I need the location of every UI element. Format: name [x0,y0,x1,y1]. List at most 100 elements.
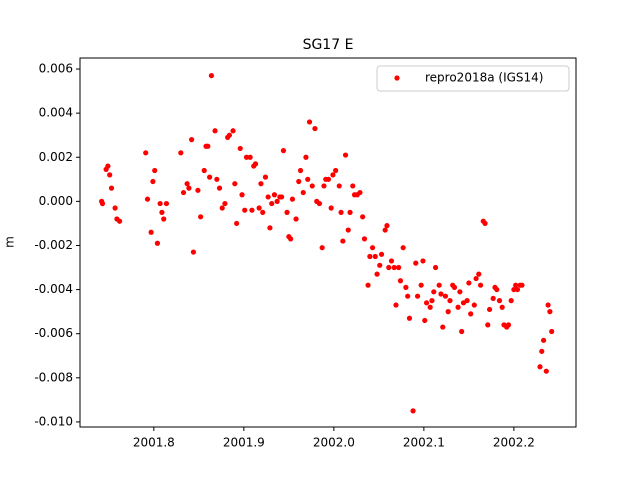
point [360,214,366,220]
point [190,249,197,255]
point [198,214,204,220]
point [338,209,344,215]
point [249,207,255,213]
point [357,189,363,196]
point [205,143,211,149]
point [350,183,356,189]
point [547,309,553,315]
point [201,167,207,174]
point [150,178,156,185]
point [288,236,294,242]
point [505,322,512,328]
point [219,205,225,211]
point [432,264,439,271]
point [293,216,299,222]
point [230,128,236,134]
point [508,298,514,304]
point [328,205,334,211]
point [378,251,385,257]
point [413,260,419,266]
point [161,216,167,222]
point [473,275,479,282]
point [319,245,325,251]
point [242,207,248,213]
point [549,328,555,335]
y-tick-label: -0.008 [34,370,73,384]
point [309,183,315,189]
point [99,200,106,207]
y-axis-label: m [3,236,17,248]
point [107,172,113,178]
point [262,174,269,180]
point [333,167,339,174]
point [438,291,444,297]
point [382,227,388,233]
point [186,185,192,191]
legend-box [376,65,570,92]
point [490,295,496,302]
point [405,293,411,299]
point [274,198,280,204]
point [105,163,111,169]
point [482,220,488,227]
point [367,253,373,260]
point [468,311,474,317]
point [422,317,428,324]
plot-frame [79,57,577,428]
point [312,125,318,132]
point [537,364,543,370]
point [429,298,435,304]
point [143,150,149,156]
point [214,176,220,182]
point [476,271,482,277]
point [208,73,215,79]
point [459,328,465,335]
point [234,220,240,227]
point [284,209,290,215]
point [447,298,453,304]
point [442,293,449,299]
point [117,218,123,224]
point [513,282,519,288]
point [377,262,383,268]
point [279,194,285,200]
point [336,183,342,189]
chart-title: SG17 E [303,37,354,53]
point [212,128,218,134]
point [423,300,430,306]
point [388,258,395,264]
x-tick-label: 2002.2 [493,436,535,450]
point [466,280,472,286]
point [486,306,493,313]
y-tick-label: 0.006 [39,62,73,76]
point [232,181,238,187]
x-tick-label: 2001.9 [223,436,265,450]
point [260,209,266,215]
point [195,187,201,193]
point [239,192,245,198]
legend-marker [394,75,400,81]
y-tick-label: 0.000 [39,194,73,208]
point [496,298,503,304]
point [511,286,517,293]
point [269,200,275,207]
point [289,196,296,202]
point [391,264,397,271]
point [306,119,313,125]
point [427,304,433,310]
point [545,302,551,308]
point [316,200,323,207]
point [431,289,437,295]
point [152,167,158,174]
point [178,150,184,156]
point [340,238,346,244]
point [184,181,190,187]
point [440,324,446,330]
point [361,236,368,242]
point [300,189,306,196]
point [112,205,118,211]
point [540,337,547,343]
point [159,209,165,215]
point [477,282,484,288]
